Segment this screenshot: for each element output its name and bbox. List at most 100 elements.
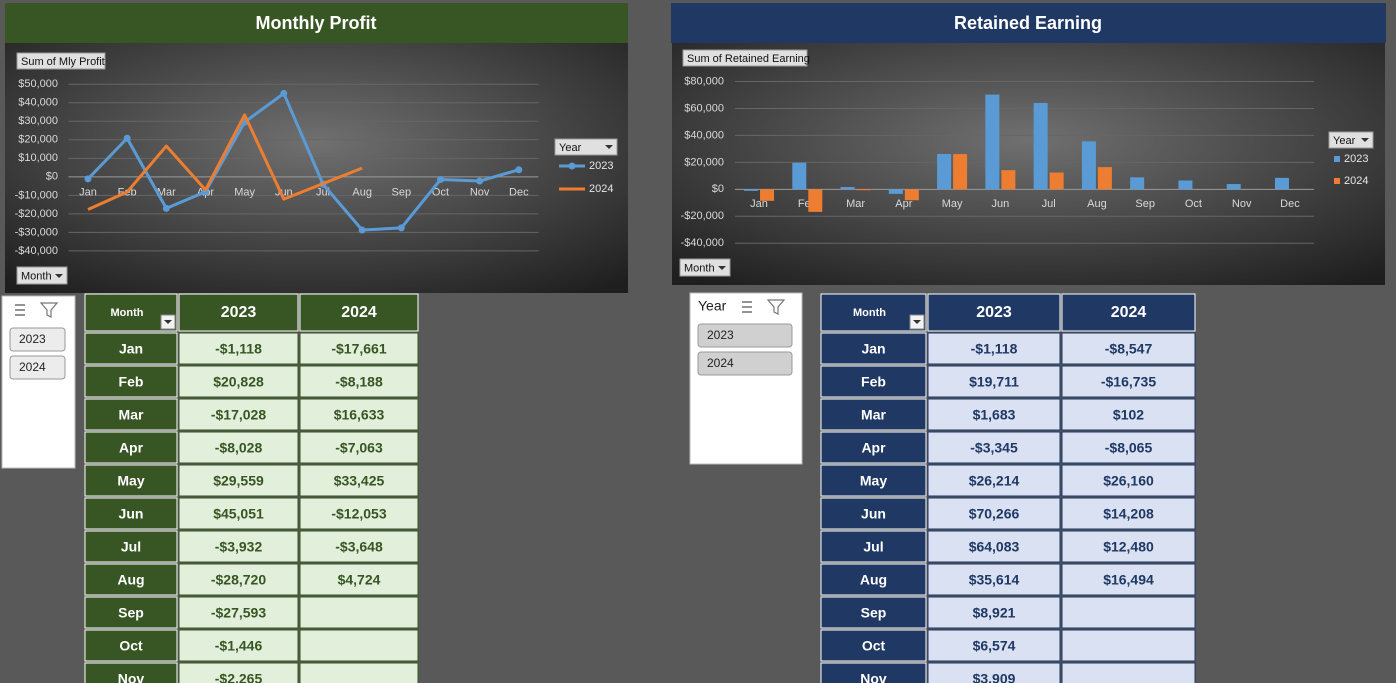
multi-select-icon[interactable] bbox=[742, 301, 752, 313]
x-tick-label: May bbox=[942, 198, 963, 210]
cell-value: -$27,593 bbox=[211, 605, 266, 621]
value-cell bbox=[1061, 398, 1196, 431]
slicer bbox=[1, 295, 76, 469]
row-header-cell bbox=[820, 365, 927, 398]
row-header-cell bbox=[84, 563, 178, 596]
clear-filter-icon[interactable] bbox=[39, 302, 59, 318]
bar bbox=[808, 189, 823, 212]
header-cell bbox=[178, 293, 299, 332]
value-cell bbox=[178, 563, 299, 596]
cell-value: $3,909 bbox=[973, 671, 1016, 683]
value-field-button[interactable] bbox=[16, 52, 106, 70]
cell-value: -$2,265 bbox=[215, 671, 263, 683]
header-label: Month bbox=[111, 307, 144, 319]
cell-value: $64,083 bbox=[969, 539, 1020, 555]
y-tick-label: -$30,000 bbox=[15, 226, 58, 238]
value-field-button-label: Sum of Retained Earning bbox=[687, 53, 810, 65]
row-header-cell bbox=[84, 530, 178, 563]
value-field-button-label: Sum of Mly Profit bbox=[21, 56, 105, 68]
row-header-cell bbox=[820, 464, 927, 497]
dropdown-arrow bbox=[605, 145, 613, 149]
slicer-item[interactable] bbox=[697, 351, 793, 376]
legend-field-button[interactable] bbox=[554, 138, 618, 156]
value-cell bbox=[1061, 365, 1196, 398]
value-cell bbox=[927, 332, 1061, 365]
slicer-item-label: 2024 bbox=[707, 356, 734, 370]
bar bbox=[840, 187, 855, 190]
header-label: 2023 bbox=[976, 304, 1012, 321]
row-label: Apr bbox=[861, 440, 886, 456]
row-label: Nov bbox=[118, 671, 145, 683]
row-label: Mar bbox=[861, 407, 886, 423]
row-header-cell bbox=[84, 332, 178, 365]
cell-value: $19,711 bbox=[969, 374, 1019, 390]
x-tick-label: Oct bbox=[432, 187, 449, 199]
row-header-cell bbox=[84, 662, 178, 683]
x-tick-label: Dec bbox=[509, 187, 529, 199]
x-tick-label: Jan bbox=[750, 198, 768, 210]
row-header-cell bbox=[820, 596, 927, 629]
value-cell bbox=[299, 497, 419, 530]
slicer-item[interactable] bbox=[9, 355, 66, 380]
row-header-cell bbox=[84, 596, 178, 629]
x-tick-label: Nov bbox=[470, 187, 490, 199]
value-field-button[interactable] bbox=[682, 49, 808, 67]
axis-field-button[interactable] bbox=[679, 258, 731, 277]
legend-field-button[interactable] bbox=[1328, 131, 1374, 149]
header-label: 2024 bbox=[341, 304, 377, 321]
row-label: Mar bbox=[119, 407, 144, 423]
cell-value: $6,574 bbox=[973, 638, 1016, 654]
slicer-item[interactable] bbox=[697, 323, 793, 348]
axis-field-button[interactable] bbox=[16, 266, 68, 285]
value-cell bbox=[178, 530, 299, 563]
row-label: Jun bbox=[119, 506, 144, 522]
y-tick-label: -$20,000 bbox=[681, 210, 724, 222]
row-label: May bbox=[860, 473, 887, 489]
slicer-item[interactable] bbox=[9, 327, 66, 352]
value-cell bbox=[299, 662, 419, 683]
point bbox=[358, 226, 366, 234]
value-cell bbox=[178, 365, 299, 398]
legend-field-button-label: Year bbox=[1333, 135, 1356, 147]
cell-value: $26,160 bbox=[1103, 473, 1154, 489]
value-cell bbox=[927, 398, 1061, 431]
legend-label: 2023 bbox=[1344, 153, 1368, 165]
value-cell bbox=[178, 662, 299, 683]
y-tick-label: $20,000 bbox=[684, 156, 724, 168]
value-cell bbox=[927, 563, 1061, 596]
cell-value: -$8,028 bbox=[215, 440, 263, 456]
multi-select-icon[interactable] bbox=[15, 304, 25, 316]
point bbox=[84, 175, 92, 183]
bar bbox=[1226, 184, 1241, 190]
value-cell bbox=[927, 464, 1061, 497]
line-series bbox=[87, 113, 363, 211]
bar bbox=[1130, 177, 1145, 190]
bar bbox=[1097, 167, 1112, 190]
y-tick-label: -$40,000 bbox=[681, 237, 724, 249]
cell-value: $16,494 bbox=[1103, 572, 1154, 588]
x-tick-label: Aug bbox=[352, 187, 372, 199]
x-tick-label: Jun bbox=[991, 198, 1009, 210]
header-cell bbox=[820, 293, 927, 332]
y-tick-label: $40,000 bbox=[684, 129, 724, 141]
cell-value: -$3,648 bbox=[335, 539, 383, 555]
content: -$40,000 -$30,000 -$20,000 -$10,000 $0 $10,00… bbox=[1, 49, 1374, 683]
clear-filter-icon[interactable] bbox=[766, 299, 786, 315]
legend-marker bbox=[568, 162, 576, 170]
line-series bbox=[86, 91, 520, 232]
row-label: Jul bbox=[863, 539, 883, 555]
bar bbox=[937, 153, 952, 190]
value-cell bbox=[299, 596, 419, 629]
value-cell bbox=[1061, 629, 1196, 662]
legend-field-button-label: Year bbox=[559, 142, 582, 154]
row-label: Jul bbox=[121, 539, 141, 555]
value-cell bbox=[1061, 464, 1196, 497]
value-cell bbox=[299, 332, 419, 365]
slicer-item-label: 2024 bbox=[19, 360, 46, 374]
value-cell bbox=[299, 629, 419, 662]
row-label: Nov bbox=[860, 671, 887, 683]
cell-value: -$3,345 bbox=[970, 440, 1018, 456]
cell-value: $1,683 bbox=[973, 407, 1016, 423]
value-cell bbox=[178, 398, 299, 431]
